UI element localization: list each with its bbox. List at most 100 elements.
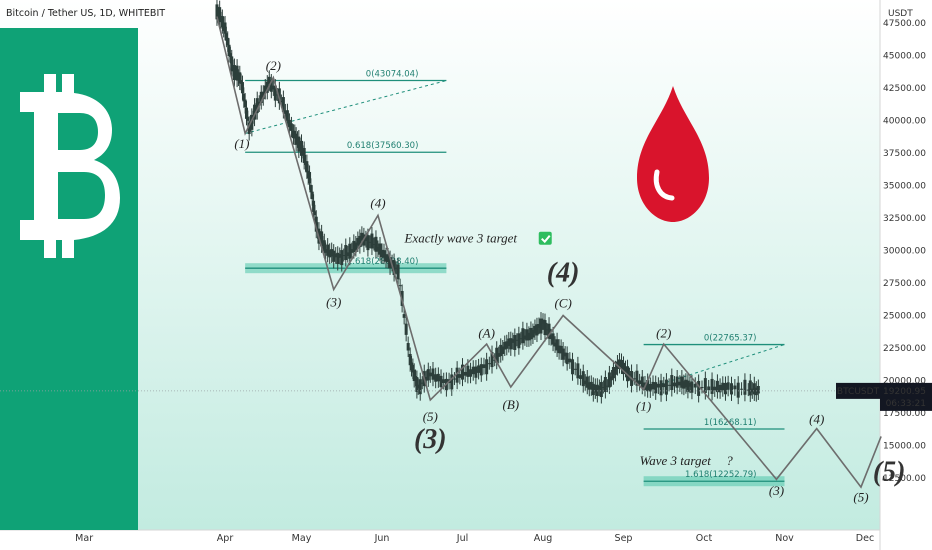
candle-body	[346, 252, 350, 257]
x-tick-label: Dec	[856, 533, 874, 544]
y-tick-label: 32500.00	[883, 214, 926, 224]
candle-body	[285, 110, 289, 122]
candle-body	[624, 367, 628, 371]
candle-body	[495, 347, 499, 363]
candle-body	[406, 343, 410, 351]
candle-body	[549, 335, 553, 340]
candle-body	[416, 384, 420, 389]
x-tick-label: Jul	[456, 533, 468, 544]
price-tag-countdown: 06:33:21	[886, 399, 926, 409]
candle-body	[511, 339, 515, 343]
candle-body	[533, 325, 537, 334]
wave-label: (5)	[423, 409, 438, 424]
x-tick-label: Nov	[775, 533, 794, 544]
candle-body	[599, 382, 603, 398]
candle-body	[452, 378, 456, 380]
candle-body	[226, 37, 230, 46]
wave-label: (5)	[853, 489, 868, 504]
candle-body	[326, 244, 330, 256]
candle-body	[247, 122, 251, 135]
candle-body	[232, 65, 236, 81]
candle-body	[515, 339, 519, 341]
candle-body	[721, 382, 725, 391]
candle-body	[525, 329, 529, 341]
candle-body	[662, 383, 666, 388]
candle-body	[613, 367, 617, 375]
candle-body	[736, 382, 740, 398]
wave-label: (5)	[873, 457, 906, 488]
candle-body	[418, 379, 422, 395]
wave-label: (1)	[234, 136, 249, 151]
candle-body	[597, 385, 601, 390]
candle-body	[463, 371, 467, 376]
y-tick-label: 45000.00	[883, 52, 926, 62]
wave-label: (2)	[266, 58, 281, 73]
candle-body	[411, 364, 415, 373]
candle-body	[394, 267, 398, 269]
candle-body	[675, 376, 679, 388]
candle-body	[684, 379, 688, 388]
candle-body	[313, 211, 317, 216]
candle-body	[543, 320, 547, 336]
price-axis-area	[880, 0, 932, 550]
candle-body	[746, 389, 750, 391]
chart-title: Bitcoin / Tether US, 1D, WHITEBIT	[6, 8, 165, 19]
wave-label: (3)	[414, 424, 447, 455]
candle-body	[220, 15, 224, 28]
candle-body	[591, 383, 595, 396]
candle-body	[322, 240, 326, 252]
candle-body	[740, 388, 744, 390]
candle-body	[424, 376, 428, 381]
x-tick-label: Jun	[374, 533, 390, 544]
check-mark	[541, 235, 551, 244]
candle-body	[541, 319, 545, 324]
candle-body	[682, 381, 686, 389]
fib-level-label: 0(43074.04)	[366, 70, 419, 80]
candle-body	[656, 383, 660, 388]
candle-body	[352, 240, 356, 253]
candle-body	[442, 379, 446, 383]
candle-body	[756, 385, 760, 394]
candle-body	[348, 243, 352, 259]
candle-body	[547, 323, 551, 339]
candle-body	[309, 184, 313, 193]
candle-body	[279, 101, 283, 102]
candle-body	[230, 56, 234, 72]
candle-body	[269, 80, 273, 92]
candle-body	[261, 91, 265, 100]
candle-body	[688, 382, 692, 387]
candle-body	[529, 327, 533, 340]
candle-body	[380, 249, 384, 258]
candle-body	[754, 387, 758, 396]
y-tick-label: 25000.00	[883, 312, 926, 322]
wave-label: (2)	[656, 326, 671, 341]
candle-body	[328, 249, 332, 258]
candle-body	[497, 353, 501, 357]
candle-body	[388, 257, 392, 269]
y-tick-label: 42500.00	[883, 84, 926, 94]
candle-body	[493, 359, 497, 361]
bitcoin-logo-icon	[20, 74, 120, 258]
candle-body	[257, 101, 261, 106]
x-tick-label: Mar	[75, 533, 93, 544]
candle-body	[587, 382, 591, 390]
candle-body	[551, 333, 555, 345]
candle-body	[535, 324, 539, 336]
candle-body	[499, 344, 503, 357]
fib-connector	[245, 80, 447, 134]
x-tick-label: Aug	[534, 533, 553, 544]
candle-body	[585, 376, 589, 388]
candle-body	[509, 338, 513, 350]
candle-body	[707, 386, 711, 391]
candle-body	[242, 93, 246, 102]
candle-body	[700, 387, 704, 388]
candle-body	[415, 377, 419, 393]
candle-body	[412, 369, 416, 382]
candle-body	[713, 386, 717, 391]
candle-body	[646, 379, 650, 392]
candle-body	[340, 250, 344, 266]
candle-body	[297, 136, 301, 152]
candle-body	[436, 373, 440, 382]
wave-label: (4)	[370, 196, 385, 211]
